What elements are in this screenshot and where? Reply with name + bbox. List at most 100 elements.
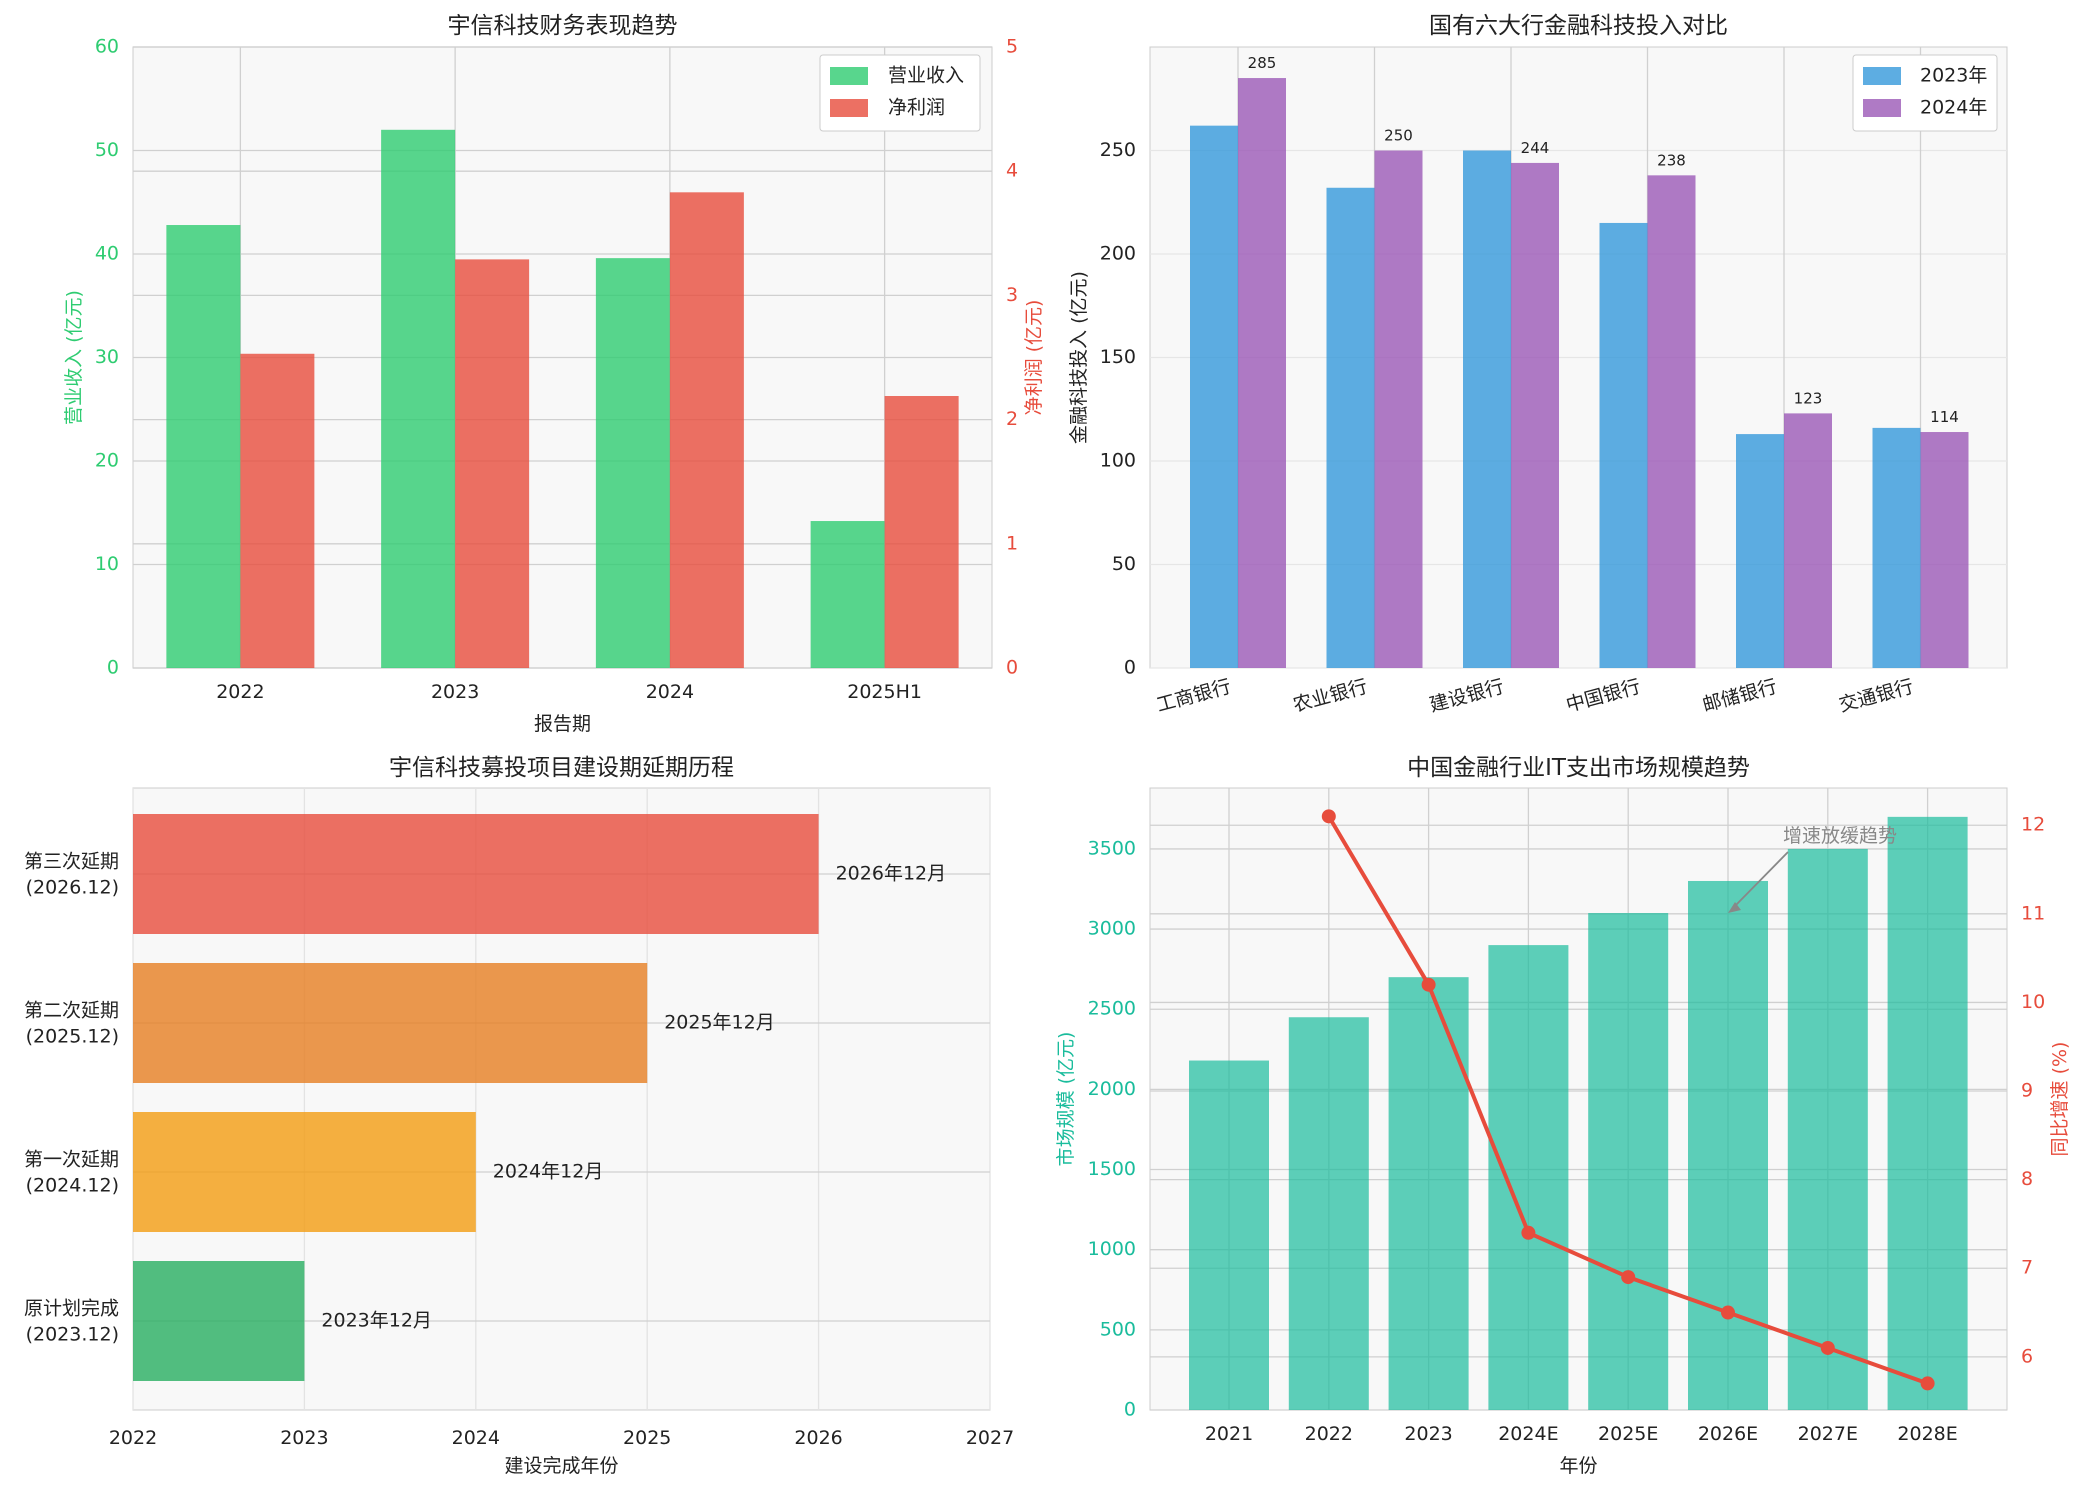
chart-4-bar bbox=[1588, 913, 1669, 1410]
chart-4-ytick-right: 11 bbox=[2021, 902, 2045, 924]
chart-4-xtick: 2024E bbox=[1498, 1423, 1558, 1445]
chart-1-ytick-right: 4 bbox=[1006, 160, 1018, 182]
chart-2-xtick: 建设银行 bbox=[1427, 676, 1506, 717]
chart-2-ytick: 50 bbox=[1112, 553, 1136, 575]
chart-1-bar-revenue bbox=[381, 129, 456, 669]
chart-3-ytick-line1: 第三次延期 bbox=[24, 851, 119, 873]
chart-3-bar bbox=[133, 1112, 476, 1232]
chart-4-xtick: 2026E bbox=[1698, 1423, 1758, 1445]
chart-4-ytick-left: 500 bbox=[1100, 1318, 1136, 1340]
chart-4-growth-point bbox=[1721, 1305, 1735, 1320]
chart-1-bar-profit bbox=[884, 396, 959, 668]
chart-4-ylabel-right: 同比增速 (%) bbox=[2049, 1042, 2071, 1157]
chart-4-ytick-left: 3500 bbox=[1088, 837, 1136, 859]
chart-3-xtick: 2022 bbox=[109, 1427, 157, 1449]
chart-2-xtick: 邮储银行 bbox=[1700, 676, 1779, 717]
chart-1-ytick-left: 10 bbox=[95, 553, 119, 575]
chart-4-xtick: 2027E bbox=[1798, 1423, 1858, 1445]
chart-1-ytick-left: 40 bbox=[95, 243, 119, 265]
chart-4-bar bbox=[1688, 880, 1768, 1410]
chart-4-bar bbox=[1787, 848, 1868, 1410]
chart-1-legend-label: 净利润 bbox=[888, 97, 945, 119]
chart-3-ytick-line1: 第二次延期 bbox=[24, 1000, 119, 1022]
chart-2-xtick: 交通银行 bbox=[1837, 676, 1916, 717]
chart-2-data-label: 238 bbox=[1657, 151, 1686, 169]
chart-4-ylabel-left: 市场规模 (亿元) bbox=[1055, 1032, 1077, 1167]
chart-1-ytick-right: 5 bbox=[1006, 36, 1018, 58]
chart-4-growth-point bbox=[1321, 809, 1336, 824]
chart-1-bar-revenue bbox=[166, 225, 241, 668]
chart-2-bar-2023 bbox=[1599, 222, 1648, 668]
chart-2-ytick: 250 bbox=[1100, 139, 1136, 161]
chart-3-ytick-line1: 第一次延期 bbox=[24, 1149, 119, 1171]
chart-1-legend-swatch bbox=[830, 99, 868, 117]
chart-4-ytick-right: 9 bbox=[2021, 1080, 2033, 1102]
chart-4-plot-area bbox=[1149, 787, 2008, 1411]
chart-4-ytick-left: 1500 bbox=[1088, 1158, 1136, 1180]
chart-3-xtick: 2023 bbox=[280, 1427, 328, 1449]
chart-1-ytick-left: 20 bbox=[95, 450, 119, 472]
chart-2-data-label: 250 bbox=[1384, 127, 1413, 145]
chart-2-bar-2024 bbox=[1920, 432, 1969, 668]
chart-2-data-label: 244 bbox=[1521, 139, 1550, 157]
chart-3-ytick-line2: (2025.12) bbox=[26, 1026, 119, 1048]
chart-1-ytick-right: 2 bbox=[1006, 408, 1018, 430]
chart-3-value-label: 2025年12月 bbox=[664, 1012, 775, 1034]
chart-1-bar-profit bbox=[240, 353, 315, 668]
chart-4-bar bbox=[1488, 945, 1569, 1410]
chart-4-annotation-arrowhead bbox=[1728, 902, 1741, 914]
chart-3: 宇信科技募投项目建设期延期历程 2022 2023 2024 2025 2026 2027 2… bbox=[24, 755, 1014, 1477]
chart-1-bar-revenue bbox=[810, 521, 885, 668]
chart-3-bar bbox=[133, 814, 819, 934]
chart-1-bar-profit bbox=[455, 259, 530, 668]
chart-2-ytick: 0 bbox=[1124, 657, 1136, 679]
chart-2-bar-2023 bbox=[1463, 150, 1511, 668]
chart-3-value-label: 2023年12月 bbox=[321, 1310, 432, 1332]
chart-2: 国有六大行金融科技投入对比 0 50 100 150 200 250 工商银行 农业银行 建设银行… bbox=[1068, 13, 2008, 717]
chart-4-ytick-left: 2500 bbox=[1088, 998, 1136, 1020]
chart-3-bar bbox=[133, 963, 648, 1083]
chart-3-ytick-line2: (2024.12) bbox=[26, 1175, 119, 1197]
chart-3-xlabel: 建设完成年份 bbox=[504, 1455, 618, 1477]
chart-2-legend-label: 2023年 bbox=[1920, 65, 1987, 87]
chart-1-title: 宇信科技财务表现趋势 bbox=[448, 13, 678, 39]
chart-1-bar-profit bbox=[669, 192, 744, 668]
chart-3-xtick: 2025 bbox=[623, 1427, 671, 1449]
chart-4-ytick-right: 7 bbox=[2021, 1257, 2033, 1279]
chart-2-bar-2023 bbox=[1326, 187, 1375, 668]
chart-2-data-label: 285 bbox=[1248, 54, 1277, 72]
chart-1-xtick: 2023 bbox=[431, 681, 479, 703]
chart-4-growth-point bbox=[1920, 1376, 1935, 1391]
chart-2-title: 国有六大行金融科技投入对比 bbox=[1429, 13, 1728, 39]
chart-4-xtick: 2028E bbox=[1897, 1423, 1957, 1445]
chart-2-bar-2024 bbox=[1511, 162, 1559, 669]
chart-4-ytick-left: 3000 bbox=[1088, 918, 1136, 940]
chart-1-xtick: 2024 bbox=[646, 681, 694, 703]
chart-1-ytick-right: 1 bbox=[1006, 532, 1018, 554]
chart-4-xlabel: 年份 bbox=[1559, 1455, 1597, 1477]
chart-2-ytick: 100 bbox=[1100, 450, 1136, 472]
chart-4-xtick: 2022 bbox=[1305, 1423, 1353, 1445]
chart-4-bar bbox=[1189, 1060, 1269, 1410]
chart-2-bar-2024 bbox=[1238, 78, 1286, 669]
chart-1-xlabel: 报告期 bbox=[534, 713, 591, 735]
chart-2-bar-2024 bbox=[1647, 175, 1696, 668]
chart-3-xtick: 2026 bbox=[794, 1427, 842, 1449]
chart-4-ytick-right: 6 bbox=[2021, 1345, 2033, 1367]
chart-3-ytick-line2: (2023.12) bbox=[26, 1324, 119, 1346]
chart-2-xtick: 农业银行 bbox=[1291, 676, 1370, 717]
chart-2-bar-2023 bbox=[1872, 427, 1921, 668]
chart-4-title: 中国金融行业IT支出市场规模趋势 bbox=[1407, 755, 1750, 781]
chart-4-annotation: 增速放缓趋势 bbox=[1783, 825, 1897, 847]
chart-1-legend-label: 营业收入 bbox=[888, 65, 964, 87]
chart-2-bar-2024 bbox=[1374, 150, 1423, 668]
chart-2-legend-label: 2024年 bbox=[1920, 97, 1987, 119]
chart-2-ylabel: 金融科技投入 (亿元) bbox=[1068, 271, 1090, 444]
chart-3-title: 宇信科技募投项目建设期延期历程 bbox=[389, 755, 734, 781]
chart-2-data-label: 123 bbox=[1794, 389, 1823, 407]
chart-2-legend-swatch bbox=[1863, 99, 1901, 117]
chart-3-xtick: 2027 bbox=[966, 1427, 1014, 1449]
chart-1-xtick: 2022 bbox=[216, 681, 264, 703]
chart-2-bar-2023 bbox=[1736, 434, 1784, 668]
